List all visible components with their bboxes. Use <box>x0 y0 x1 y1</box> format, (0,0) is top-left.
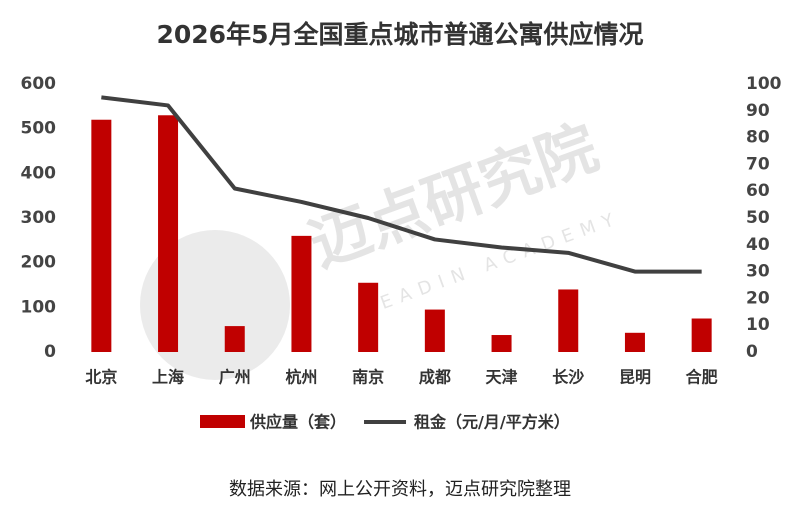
line <box>101 95 702 274</box>
x-tick-label: 天津 <box>486 368 518 387</box>
bar <box>424 309 445 352</box>
bar <box>558 289 579 352</box>
x-tick-label: 合肥 <box>686 368 718 387</box>
x-tick-label: 昆明 <box>619 368 651 387</box>
y2-tick-label: 10 <box>746 315 770 335</box>
y-tick-label: 600 <box>21 74 57 94</box>
x-tick-label: 广州 <box>219 368 251 387</box>
watermark: 迈点研究院 MEADIN ACADEMY <box>140 113 624 380</box>
bar <box>224 326 245 352</box>
source-note: 数据来源：网上公开资料，迈点研究院整理 <box>229 479 571 500</box>
y2-tick-label: 80 <box>746 128 770 148</box>
y2-tick-label: 50 <box>746 208 770 228</box>
x-tick-label: 长沙 <box>552 368 584 387</box>
y-tick-label: 400 <box>21 163 57 183</box>
x-tick-label: 上海 <box>152 368 184 387</box>
bar <box>358 282 379 352</box>
legend-label: 租金（元/月/平方米） <box>414 413 570 432</box>
bar <box>158 115 179 353</box>
x-tick-label: 杭州 <box>285 368 317 387</box>
bar <box>291 235 312 352</box>
chart-title: 2026年5月全国重点城市普通公寓供应情况 <box>157 20 644 49</box>
y2-tick-label: 60 <box>746 181 770 201</box>
x-tick-label: 成都 <box>419 368 451 387</box>
legend-swatch <box>200 415 245 428</box>
y-tick-label: 500 <box>21 119 57 139</box>
y-tick-label: 0 <box>44 342 56 362</box>
watermark-text: 迈点研究院 <box>301 113 607 281</box>
y2-tick-label: 90 <box>746 101 770 121</box>
y-tick-label: 100 <box>21 297 57 317</box>
y2-tick-label: 100 <box>746 74 782 94</box>
y-tick-label: 200 <box>21 253 57 273</box>
y2-tick-label: 0 <box>746 342 758 362</box>
x-tick-label: 北京 <box>85 368 117 387</box>
bar <box>691 318 712 352</box>
y-tick-label: 300 <box>21 208 57 228</box>
legend-label: 供应量（套） <box>249 413 346 432</box>
y2-tick-label: 40 <box>746 235 770 255</box>
y2-tick-label: 20 <box>746 288 770 308</box>
y2-tick-label: 30 <box>746 262 770 282</box>
bar <box>624 332 645 352</box>
x-tick-label: 南京 <box>352 368 384 387</box>
bar <box>91 119 112 352</box>
y2-tick-label: 70 <box>746 154 770 174</box>
bar <box>491 335 512 352</box>
